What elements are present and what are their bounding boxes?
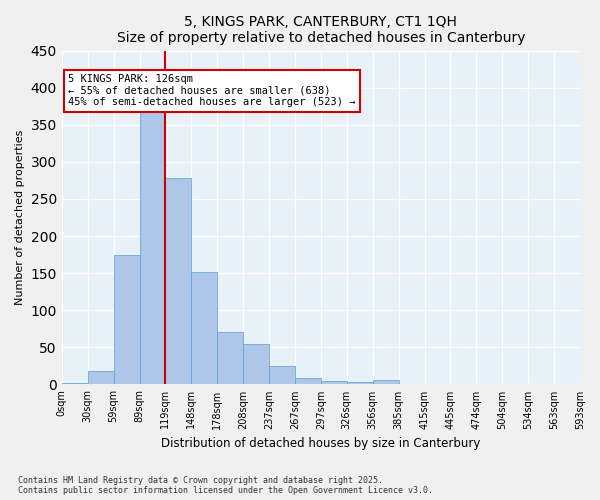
- Bar: [88, 371, 113, 384]
- Bar: [295, 378, 321, 384]
- Text: Contains HM Land Registry data © Crown copyright and database right 2025.
Contai: Contains HM Land Registry data © Crown c…: [18, 476, 433, 495]
- X-axis label: Distribution of detached houses by size in Canterbury: Distribution of detached houses by size …: [161, 437, 481, 450]
- Bar: [166, 178, 191, 384]
- Bar: [347, 382, 373, 384]
- Bar: [217, 332, 243, 384]
- Bar: [113, 254, 140, 384]
- Bar: [321, 380, 347, 384]
- Bar: [373, 380, 398, 384]
- Title: 5, KINGS PARK, CANTERBURY, CT1 1QH
Size of property relative to detached houses : 5, KINGS PARK, CANTERBURY, CT1 1QH Size …: [116, 15, 525, 45]
- Bar: [140, 110, 166, 384]
- Bar: [243, 344, 269, 385]
- Bar: [191, 272, 217, 384]
- Bar: [62, 383, 88, 384]
- Bar: [269, 366, 295, 384]
- Text: 5 KINGS PARK: 126sqm
← 55% of detached houses are smaller (638)
45% of semi-deta: 5 KINGS PARK: 126sqm ← 55% of detached h…: [68, 74, 356, 108]
- Y-axis label: Number of detached properties: Number of detached properties: [15, 130, 25, 305]
